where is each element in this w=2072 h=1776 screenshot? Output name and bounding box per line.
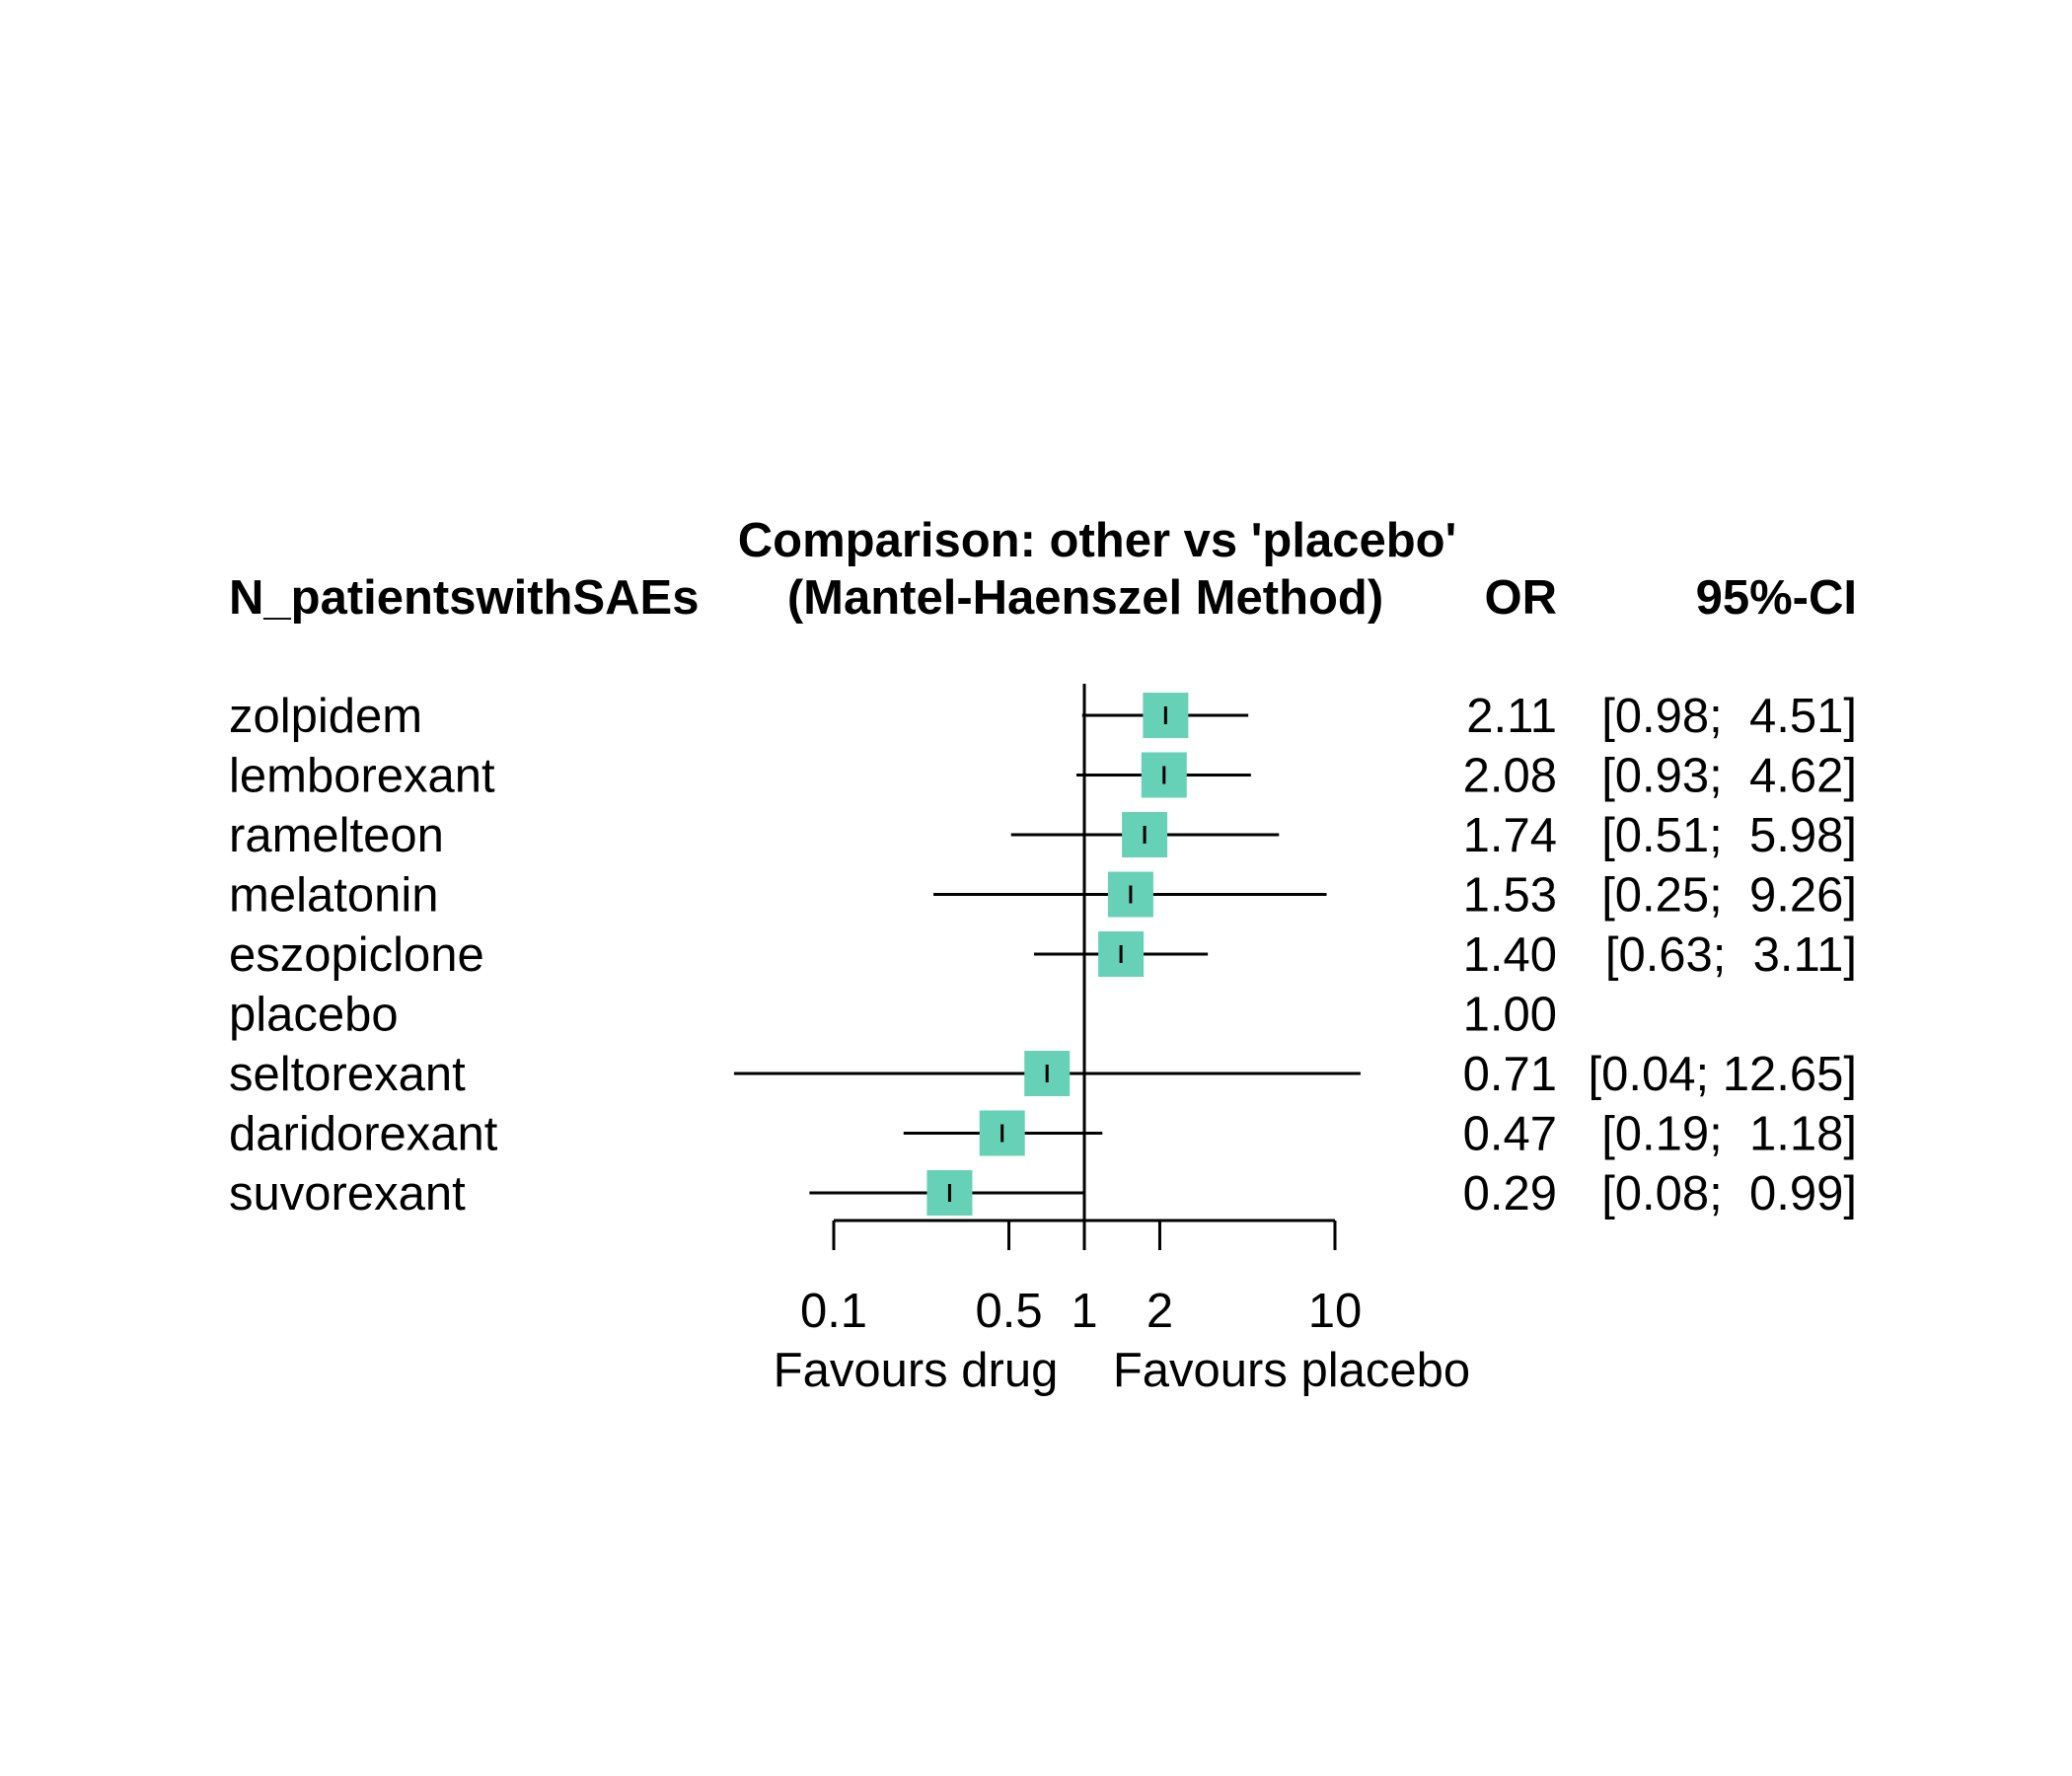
or-value: 0.71 xyxy=(1463,1048,1557,1101)
ci-value: [0.51; 5.98] xyxy=(1601,809,1857,862)
x-tick-label: 2 xyxy=(1147,1285,1173,1338)
or-value: 1.74 xyxy=(1463,809,1557,862)
chart-title: Comparison: other vs 'placebo' xyxy=(738,514,1457,567)
treatment-label: placebo xyxy=(229,989,399,1042)
treatment-column-header: N_patientswithSAEs xyxy=(229,571,699,625)
ci-value: [0.93; 4.62] xyxy=(1601,750,1857,803)
treatment-label: suvorexant xyxy=(229,1167,466,1221)
treatment-label: eszopiclone xyxy=(229,928,484,982)
or-value: 0.47 xyxy=(1463,1108,1557,1161)
treatment-label: melatonin xyxy=(229,869,438,923)
or-column-header: OR xyxy=(1485,571,1558,625)
x-tick-label: 0.1 xyxy=(800,1285,867,1338)
or-value: 1.00 xyxy=(1463,989,1557,1042)
or-value: 0.29 xyxy=(1463,1167,1557,1221)
favours-placebo-label: Favours placebo xyxy=(1113,1344,1470,1397)
treatment-label: seltorexant xyxy=(229,1048,466,1101)
x-tick-label: 1 xyxy=(1071,1285,1097,1338)
treatment-label: ramelteon xyxy=(229,809,444,862)
or-value: 2.11 xyxy=(1466,690,1557,743)
ci-value: [0.98; 4.51] xyxy=(1601,690,1857,743)
ci-value: [0.25; 9.26] xyxy=(1601,869,1857,923)
ci-value: [0.08; 0.99] xyxy=(1601,1167,1857,1221)
chart-subtitle: (Mantel-Haenszel Method) xyxy=(787,571,1383,625)
favours-drug-label: Favours drug xyxy=(774,1344,1059,1397)
ci-value: [0.04; 12.65] xyxy=(1589,1048,1857,1101)
treatment-label: lemborexant xyxy=(229,750,495,803)
or-value: 2.08 xyxy=(1463,750,1557,803)
ci-value: [0.19; 1.18] xyxy=(1601,1108,1857,1161)
x-tick-label: 0.5 xyxy=(975,1285,1042,1338)
ci-value: [0.63; 3.11] xyxy=(1605,928,1857,982)
study-rows: zolpidem 2.11 [0.98; 4.51] lemborexant 2.08 [… xyxy=(229,690,1857,1221)
x-axis-ticks: 0.1 0.5 1 2 10 xyxy=(800,1221,1362,1338)
ci-column-header: 95%-CI xyxy=(1696,571,1857,625)
or-value: 1.53 xyxy=(1463,869,1557,923)
treatment-label: zolpidem xyxy=(229,690,422,743)
treatment-label: daridorexant xyxy=(229,1108,498,1161)
x-tick-label: 10 xyxy=(1308,1285,1363,1338)
or-value: 1.40 xyxy=(1463,928,1557,982)
